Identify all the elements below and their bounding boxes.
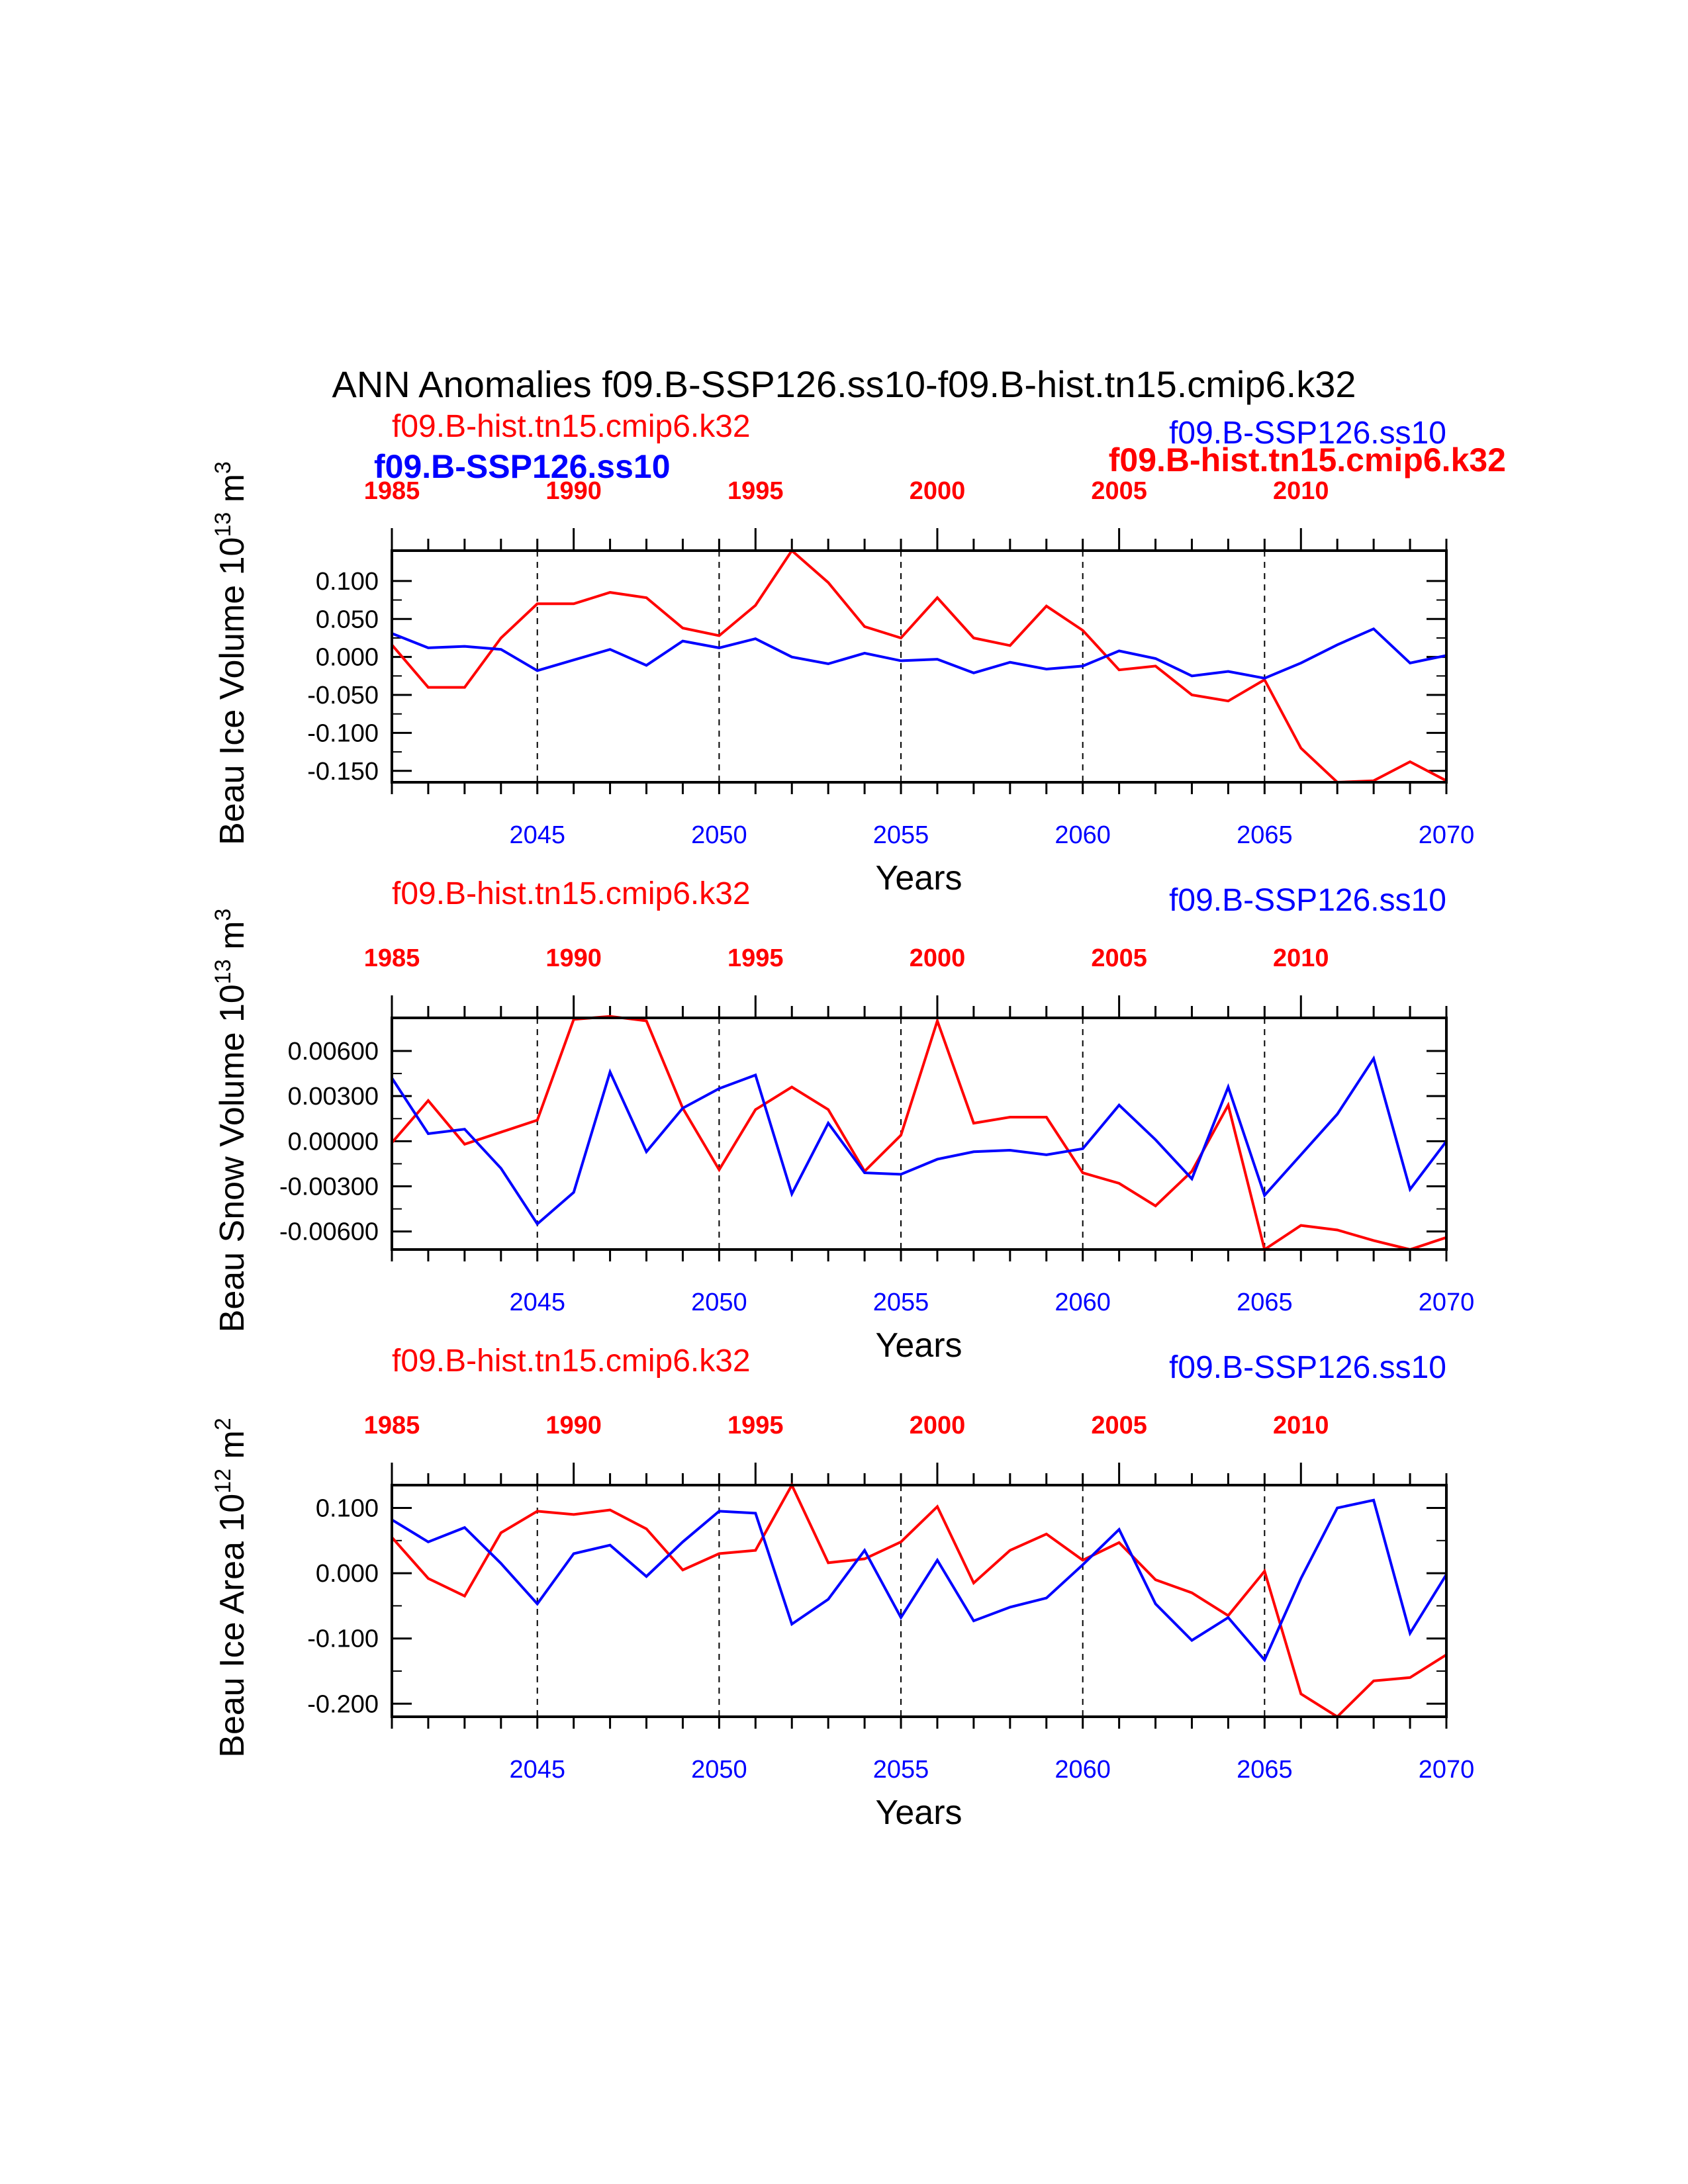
panels-group: f09.B-hist.tn15.cmip6.k32 f09.B-SSP126.ss… — [211, 409, 1474, 1832]
overlay-case1-bold-label: f09.B-hist.tn15.cmip6.k32 — [1109, 441, 1506, 478]
bottom-tick-label: 2050 — [691, 1289, 747, 1316]
y-axis-title-part: 12 — [211, 1469, 236, 1494]
y-tick-label: 0.100 — [316, 568, 379, 596]
bottom-tick-label: 2055 — [873, 1756, 929, 1784]
y-tick-label: -0.050 — [307, 682, 379, 709]
bottom-tick-label: 2045 — [509, 821, 565, 849]
y-axis-title: Beau Ice Area 1012 m2 — [211, 1418, 252, 1757]
y-axis-title-part: 13 — [211, 959, 236, 984]
y-tick-label: -0.200 — [307, 1690, 379, 1718]
figure-title: ANN Anomalies f09.B-SSP126.ss10-f09.B-hi… — [332, 363, 1356, 405]
y-tick-label: 0.00000 — [288, 1128, 379, 1156]
bottom-tick-label: 2060 — [1055, 821, 1111, 849]
y-tick-label: -0.150 — [307, 758, 379, 786]
y-axis-title-part: m — [213, 921, 252, 960]
top-tick-label: 1990 — [545, 1412, 602, 1439]
y-axis-title: Beau Ice Volume 1013 m3 — [211, 461, 252, 845]
plot-frame — [391, 1017, 1448, 1251]
series-line-case2 — [391, 627, 1447, 680]
series-line-case2 — [391, 1498, 1448, 1662]
bottom-tick-label: 2050 — [691, 821, 747, 849]
top-tick-label: 2005 — [1091, 1412, 1147, 1439]
top-tick-label: 1985 — [364, 477, 420, 505]
bottom-tick-label: 2070 — [1419, 1289, 1475, 1316]
y-tick-label: 0.00300 — [288, 1083, 379, 1111]
x-axis-title: Years — [875, 1794, 962, 1832]
bottom-tick-label: 2065 — [1237, 821, 1293, 849]
y-tick-label: 0.100 — [316, 1495, 379, 1523]
bottom-tick-label: 2045 — [509, 1289, 565, 1316]
overlay-case2-bold-label: f09.B-SSP126.ss10 — [374, 448, 671, 485]
top-tick-label: 1990 — [545, 944, 602, 972]
y-axis-title-part: 3 — [211, 461, 236, 474]
bottom-tick-label: 2070 — [1419, 1756, 1475, 1784]
y-axis-title-part: m — [213, 474, 252, 512]
x-axis-title: Years — [875, 1326, 962, 1365]
top-tick-label: 2000 — [910, 944, 966, 972]
top-tick-label: 2000 — [910, 477, 966, 505]
top-tick-label: 1990 — [545, 477, 602, 505]
case1-label: f09.B-hist.tn15.cmip6.k32 — [392, 1343, 751, 1379]
plot-frame — [391, 1484, 1448, 1718]
top-tick-label: 2000 — [910, 1412, 966, 1439]
bottom-tick-label: 2055 — [873, 821, 929, 849]
bottom-tick-label: 2060 — [1055, 1756, 1111, 1784]
top-tick-label: 1985 — [364, 1412, 420, 1439]
y-tick-label: 0.00600 — [288, 1038, 379, 1066]
top-tick-label: 2010 — [1273, 1412, 1329, 1439]
y-axis-title: Beau Snow Volume 1013 m3 — [211, 909, 252, 1333]
top-tick-label: 1995 — [727, 1412, 784, 1439]
series-line-case1 — [391, 1015, 1447, 1252]
y-axis-title-part: 3 — [211, 909, 236, 921]
bottom-tick-label: 2045 — [509, 1756, 565, 1784]
series-line-case1 — [391, 548, 1447, 784]
y-axis-title-part: Beau Ice Area 10 — [213, 1494, 252, 1758]
top-tick-label: 2005 — [1091, 944, 1147, 972]
bottom-tick-label: 2065 — [1237, 1756, 1293, 1784]
y-tick-label: -0.00600 — [279, 1218, 379, 1246]
case1-label: f09.B-hist.tn15.cmip6.k32 — [392, 876, 751, 911]
series-line-case1 — [391, 1482, 1448, 1719]
bottom-tick-label: 2065 — [1237, 1289, 1293, 1316]
plot-frame — [391, 549, 1448, 784]
y-tick-label: 0.000 — [316, 644, 379, 672]
y-tick-label: 0.000 — [316, 1560, 379, 1588]
bottom-tick-label: 2070 — [1419, 821, 1475, 849]
y-tick-label: 0.050 — [316, 606, 379, 633]
bottom-tick-label: 2055 — [873, 1289, 929, 1316]
y-axis-title-part: Beau Ice Volume 10 — [213, 537, 252, 845]
top-tick-label: 2010 — [1273, 944, 1329, 972]
y-axis-title-part: Beau Snow Volume 10 — [213, 984, 252, 1332]
y-axis-title-part: m — [213, 1430, 252, 1469]
bottom-tick-label: 2060 — [1055, 1289, 1111, 1316]
case2-label: f09.B-SSP126.ss10 — [1169, 883, 1446, 918]
top-tick-label: 2010 — [1273, 477, 1329, 505]
case1-label: f09.B-hist.tn15.cmip6.k32 — [392, 409, 751, 444]
y-tick-label: -0.100 — [307, 1625, 379, 1653]
top-tick-label: 2005 — [1091, 477, 1147, 505]
series-line-case2 — [391, 1055, 1448, 1226]
chart-panel-2: f09.B-hist.tn15.cmip6.k32 f09.B-SSP126.ss… — [211, 876, 1474, 1365]
top-tick-label: 1995 — [727, 477, 784, 505]
case2-label: f09.B-SSP126.ss10 — [1169, 1350, 1446, 1385]
case2-label: f09.B-SSP126.ss10 — [1169, 416, 1446, 451]
chart-panel-3: f09.B-hist.tn15.cmip6.k32 f09.B-SSP126.ss… — [211, 1343, 1474, 1832]
y-tick-label: -0.00300 — [279, 1173, 379, 1201]
chart-panel-1: f09.B-hist.tn15.cmip6.k32 f09.B-SSP126.ss… — [211, 409, 1474, 897]
y-tick-label: -0.100 — [307, 719, 379, 747]
top-tick-label: 1995 — [727, 944, 784, 972]
top-tick-label: 1985 — [364, 944, 420, 972]
y-axis-title-part: 13 — [211, 512, 236, 537]
y-axis-title-part: 2 — [211, 1418, 236, 1430]
x-axis-title: Years — [875, 859, 962, 897]
bottom-tick-label: 2050 — [691, 1756, 747, 1784]
